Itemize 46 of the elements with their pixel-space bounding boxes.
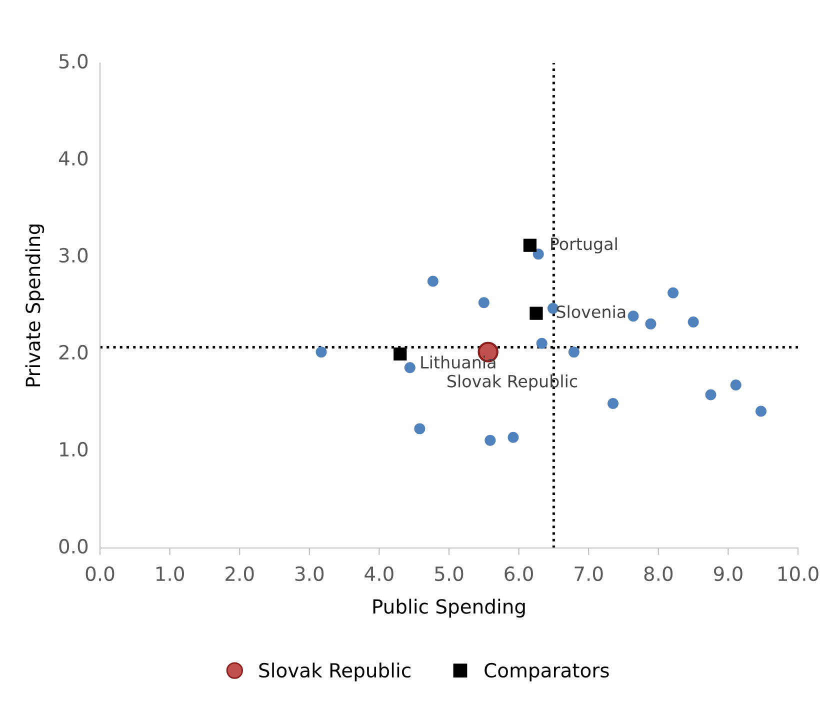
annotation: Lithuania bbox=[421, 356, 496, 369]
point bbox=[756, 406, 767, 417]
point bbox=[705, 389, 716, 400]
point bbox=[608, 398, 619, 409]
x-tick-label: 9.0 bbox=[714, 566, 742, 582]
point bbox=[628, 310, 639, 322]
point bbox=[414, 423, 426, 434]
y-tick-label: 3.0 bbox=[59, 248, 88, 263]
x-tick-label: 1.0 bbox=[156, 566, 184, 582]
point bbox=[316, 346, 327, 358]
x-tick-label: 10.0 bbox=[778, 566, 818, 582]
point bbox=[478, 297, 490, 308]
x-tick-label: 4.0 bbox=[364, 566, 394, 582]
x-tick-label: 2.0 bbox=[226, 566, 254, 582]
point bbox=[668, 287, 679, 298]
x-tick-label: 7.0 bbox=[574, 566, 603, 582]
point bbox=[508, 432, 519, 443]
point bbox=[532, 248, 544, 260]
x-tick-label: 3.0 bbox=[295, 566, 324, 582]
point bbox=[568, 346, 580, 358]
y-tick-label: 1.0 bbox=[60, 442, 88, 457]
point bbox=[404, 362, 416, 374]
x-tick-label: 0.0 bbox=[86, 566, 114, 582]
y-tick-label: 2.0 bbox=[59, 344, 88, 360]
annotation: Slovenia bbox=[556, 305, 626, 318]
point bbox=[688, 316, 699, 328]
point bbox=[536, 338, 548, 349]
x-tick-label: 6.0 bbox=[504, 566, 533, 582]
point bbox=[645, 318, 656, 330]
point bbox=[484, 434, 496, 446]
point bbox=[394, 347, 407, 361]
x-tick-label: 5.0 bbox=[435, 566, 464, 582]
x-tick-label: 8.0 bbox=[644, 566, 673, 582]
point bbox=[530, 306, 543, 320]
y-tick-label: 4.0 bbox=[58, 150, 88, 166]
y-tick-label: 0.0 bbox=[59, 538, 88, 554]
x-axis-title: Public Spending bbox=[373, 598, 525, 618]
annotation: Portugal bbox=[551, 237, 617, 254]
point bbox=[730, 380, 742, 391]
annotation: Slovak Republic bbox=[448, 374, 578, 391]
legend-label: Comparators bbox=[484, 662, 609, 682]
legend-label: Slovak Republic bbox=[259, 662, 410, 682]
y-axis-title: Private Spending bbox=[25, 224, 44, 386]
point bbox=[523, 238, 537, 252]
y-tick-label: 5.0 bbox=[59, 54, 88, 69]
point bbox=[427, 276, 438, 287]
